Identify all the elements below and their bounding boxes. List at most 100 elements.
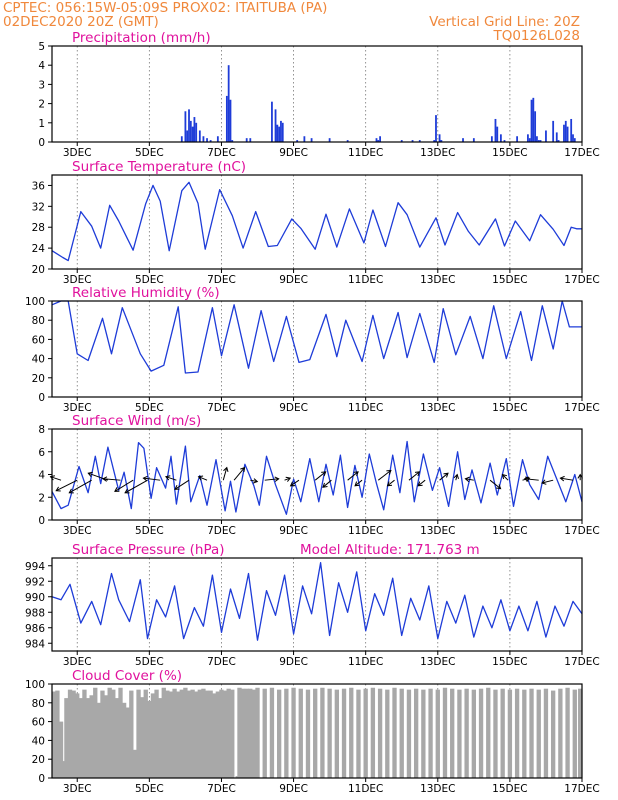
wind-vector <box>541 479 554 485</box>
bar <box>545 130 547 142</box>
panel-title: Surface Pressure (hPa) <box>72 542 225 558</box>
bar <box>202 136 205 142</box>
wind-arrow-head <box>417 481 423 487</box>
wind-arrow-shaft <box>143 477 161 481</box>
bar <box>305 689 311 778</box>
x-tick-label: 7DEC <box>207 147 236 159</box>
bar <box>341 688 347 778</box>
wind-arrow-head <box>322 482 328 488</box>
bar <box>313 688 318 778</box>
wind-arrow-head <box>414 471 421 477</box>
panel-title: Relative Humidity (%) <box>72 285 220 301</box>
wind-arrow-head <box>501 473 508 480</box>
wind-vector <box>314 471 327 481</box>
bar <box>209 140 212 142</box>
x-tick-label: 11DEC <box>348 274 383 286</box>
wind-arrow-shaft <box>114 479 134 492</box>
wind-vector <box>322 479 332 488</box>
bar <box>558 688 563 778</box>
bar <box>530 99 533 142</box>
x-tick-label: 7DEC <box>207 274 236 286</box>
bar <box>222 690 228 778</box>
wind-arrow-shaft <box>322 479 332 488</box>
bar <box>230 689 235 778</box>
bar <box>500 688 505 778</box>
y-tick-label: 28 <box>32 222 45 234</box>
wind-arrow-shaft <box>102 478 121 481</box>
bar <box>229 99 232 142</box>
bar <box>194 691 199 778</box>
bar <box>280 120 282 142</box>
bar <box>516 136 519 142</box>
bar <box>499 134 502 142</box>
x-tick-label: 5DEC <box>135 656 164 668</box>
bar <box>107 687 112 778</box>
wind-vector <box>464 476 474 483</box>
bar <box>158 698 163 778</box>
wind-arrow-head <box>354 481 360 487</box>
bar <box>411 140 414 142</box>
x-tick-label: 5DEC <box>135 147 164 159</box>
wind-vector <box>417 479 426 487</box>
x-tick-label: 17DEC <box>564 783 599 795</box>
bar <box>225 95 228 142</box>
bar <box>413 688 419 778</box>
bar <box>433 140 436 142</box>
panel-frame <box>51 683 583 779</box>
bar <box>570 118 573 142</box>
bar <box>249 138 252 142</box>
wind-vector <box>142 475 161 482</box>
y-tick-label: 988 <box>25 607 45 619</box>
wind-arrow-shaft <box>489 479 501 489</box>
bar <box>435 115 437 142</box>
bar <box>179 689 184 778</box>
bar <box>400 140 403 142</box>
bar <box>85 698 91 778</box>
bar <box>215 691 221 778</box>
series-line <box>51 440 583 515</box>
wind-arrow-head <box>321 471 327 477</box>
wind-arrow-head <box>252 478 259 484</box>
wind-arrow-head <box>68 488 74 494</box>
wind-arrow-head <box>285 476 292 482</box>
bar <box>208 690 213 778</box>
bar <box>529 688 534 778</box>
bar <box>536 689 541 778</box>
y-tick-label: 60 <box>32 334 45 346</box>
wind-vector <box>284 476 292 482</box>
panel-pressure: Surface Pressure (hPa) Model Altitude: 17… <box>25 542 600 668</box>
bar <box>195 122 198 142</box>
bar <box>89 695 94 778</box>
panel-wind: Surface Wind (m/s) 0 2 4 6 8 3DEC 5DEC 7DEC 9DEC 1… <box>38 413 599 537</box>
bar <box>206 138 208 142</box>
bar <box>421 689 426 778</box>
wind-arrow-head <box>87 471 93 478</box>
x-tick-label: 5DEC <box>135 525 164 537</box>
bar <box>121 702 127 778</box>
y-tick-label: 8 <box>38 424 45 436</box>
wind-vector <box>501 473 509 481</box>
panel-frame <box>51 300 583 398</box>
bar <box>555 132 558 142</box>
bar <box>494 118 497 142</box>
bar <box>111 689 116 778</box>
bar <box>507 689 513 778</box>
bar <box>428 688 433 778</box>
wind-arrow-shaft <box>347 471 359 481</box>
bar <box>161 687 166 778</box>
panel-cloud: Cloud Cover (%) 0 20 40 60 80 100 3DEC 5DEC 7DEC 9… <box>25 668 600 795</box>
wind-vector <box>124 479 148 494</box>
x-tick-label: 17DEC <box>564 525 599 537</box>
bar <box>51 691 56 778</box>
bar <box>493 689 498 778</box>
y-tick-label: 6 <box>38 447 45 459</box>
x-tick-label: 17DEC <box>564 656 599 668</box>
bar <box>114 698 120 778</box>
y-tick-label: 40 <box>32 735 45 747</box>
x-tick-label: 17DEC <box>564 402 599 414</box>
wind-arrow-shaft <box>165 476 177 481</box>
bar <box>539 140 542 142</box>
y-tick-label: 40 <box>32 354 45 366</box>
y-tick-label: 0 <box>38 515 45 527</box>
y-tick-label: 5 <box>38 41 45 53</box>
